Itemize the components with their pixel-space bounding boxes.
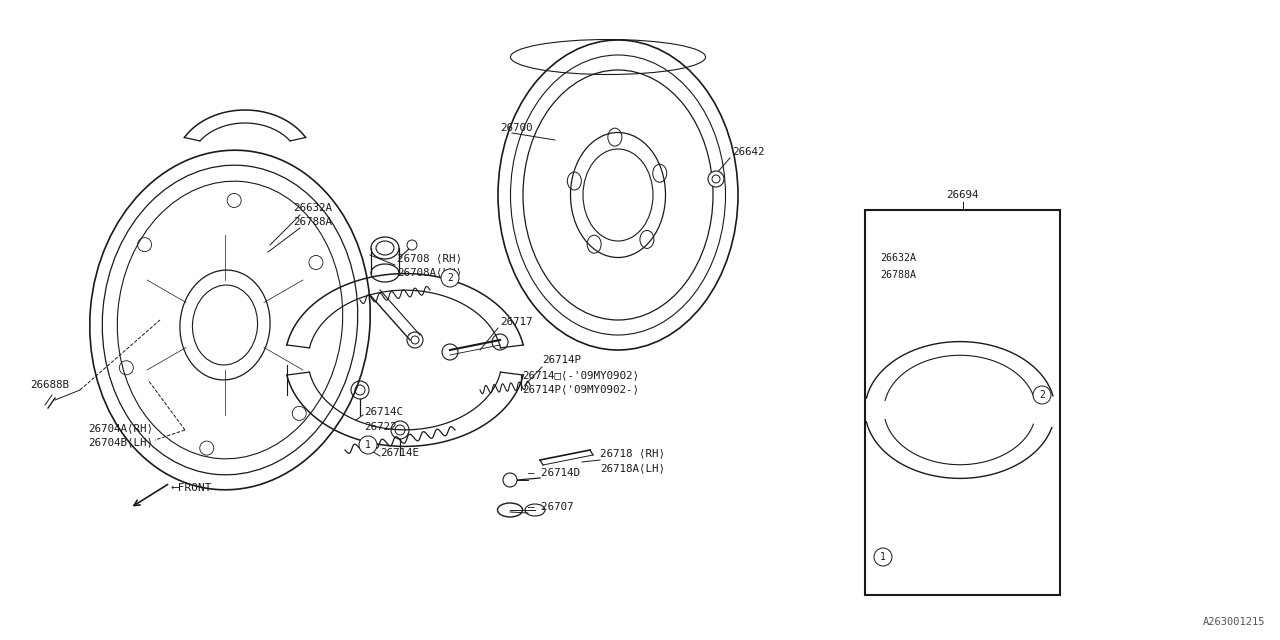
Circle shape (358, 436, 378, 454)
Circle shape (407, 240, 417, 250)
Text: 26714P⟨'09MY0902-⟩: 26714P⟨'09MY0902-⟩ (522, 384, 639, 394)
Circle shape (503, 473, 517, 487)
Text: 2: 2 (447, 273, 453, 283)
Text: 26632A: 26632A (293, 203, 332, 213)
Text: ⟵FRONT: ⟵FRONT (172, 483, 212, 493)
Circle shape (708, 171, 724, 187)
Text: A263001215: A263001215 (1202, 617, 1265, 627)
Text: 26708A⟨LH⟩: 26708A⟨LH⟩ (397, 267, 462, 277)
Circle shape (442, 269, 460, 287)
Text: — 26707: — 26707 (529, 502, 573, 512)
Text: 26688B: 26688B (29, 380, 69, 390)
Text: 26788A: 26788A (293, 217, 332, 227)
Text: 26718 ⟨RH⟩: 26718 ⟨RH⟩ (600, 448, 666, 458)
Text: 2: 2 (1039, 390, 1044, 400)
Text: 1: 1 (881, 552, 886, 562)
Text: 26714P: 26714P (541, 355, 581, 365)
Text: 26708 ⟨RH⟩: 26708 ⟨RH⟩ (397, 253, 462, 263)
Text: 1: 1 (365, 440, 371, 450)
Text: 26714C: 26714C (364, 407, 403, 417)
Circle shape (1033, 386, 1051, 404)
Text: 26714□⟨-'09MY0902⟩: 26714□⟨-'09MY0902⟩ (522, 370, 639, 380)
Text: 26642: 26642 (732, 147, 764, 157)
Text: 26788A: 26788A (881, 270, 916, 280)
Text: 26722: 26722 (364, 422, 397, 432)
Text: — 26714D: — 26714D (529, 468, 580, 478)
Text: 26704A⟨RH⟩: 26704A⟨RH⟩ (88, 423, 154, 433)
Text: 26718A⟨LH⟩: 26718A⟨LH⟩ (600, 463, 666, 473)
Circle shape (874, 548, 892, 566)
FancyBboxPatch shape (865, 210, 1060, 595)
Text: 26717: 26717 (500, 317, 532, 327)
Text: 26694: 26694 (946, 190, 979, 200)
Text: 26632A: 26632A (881, 253, 916, 263)
Text: 26700: 26700 (500, 123, 532, 133)
Text: 26714E: 26714E (380, 448, 419, 458)
Text: 26704B⟨LH⟩: 26704B⟨LH⟩ (88, 437, 154, 447)
